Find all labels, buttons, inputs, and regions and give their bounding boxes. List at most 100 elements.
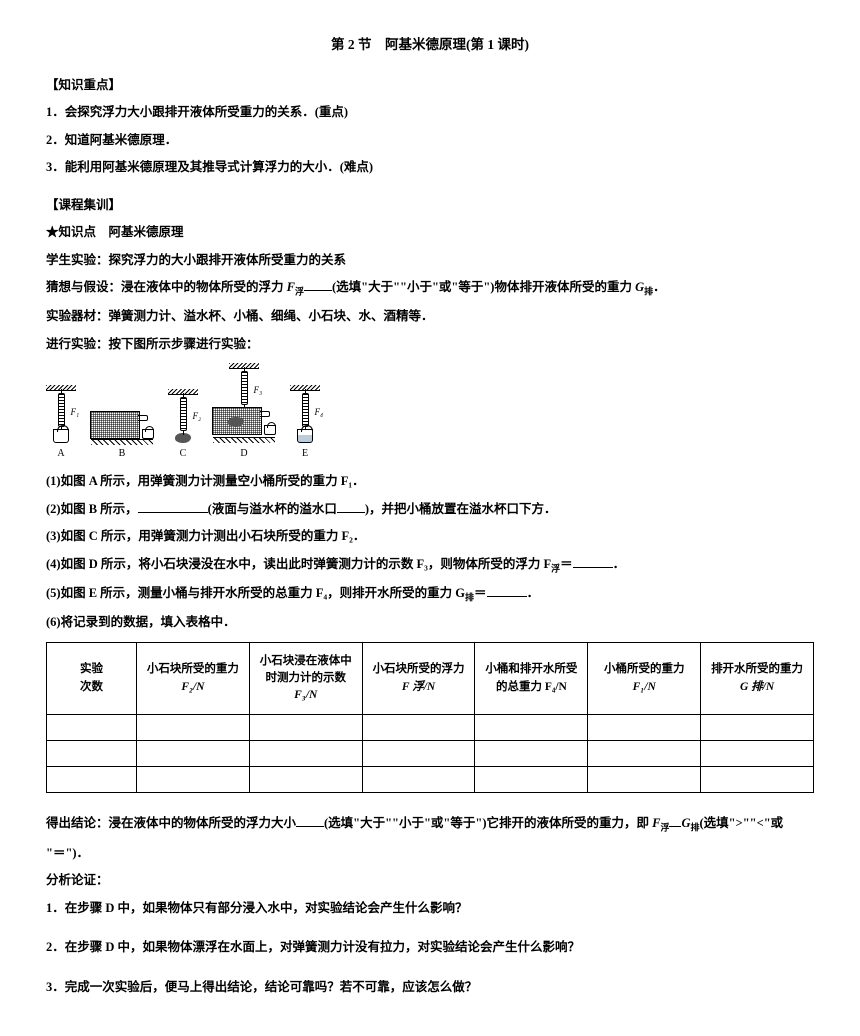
cell[interactable]	[47, 741, 137, 767]
th-f2a: 小石块所受的重力	[147, 663, 239, 675]
spring-scale-icon: F₃	[241, 371, 248, 405]
conc-b: (选填"大于""小于"或"等于")它排开的液体所受的重力，即	[324, 816, 652, 830]
analysis-q3: 3．完成一次实验后，便马上得出结论，结论可靠吗？若不可靠，应该怎么做？	[46, 979, 814, 997]
blank-step5[interactable]	[487, 585, 527, 597]
conc-g: G	[681, 816, 690, 830]
cell[interactable]	[249, 715, 362, 741]
cell[interactable]	[588, 767, 701, 793]
table-header-row: 实验次数 小石块所受的重力F₂/N 小石块浸在液体中时测力计的示数F₃/N 小石…	[47, 642, 814, 715]
var-f-sub: 浮	[295, 287, 304, 297]
analysis-q2: 2．在步骤 D 中，如果物体漂浮在水面上，对弹簧测力计没有拉力，对实验结论会产生…	[46, 939, 814, 957]
cell[interactable]	[47, 715, 137, 741]
analysis-q1: 1．在步骤 D 中，如果物体只有部分浸入水中，对实验结论会产生什么影响？	[46, 900, 814, 918]
step-2a: (2)如图 B 所示，	[46, 502, 138, 516]
label-f1: F₁	[71, 406, 80, 419]
table-row	[47, 767, 814, 793]
student-exp: 学生实验：探究浮力的大小跟排开液体所受重力的关系	[46, 252, 814, 270]
letter-b: B	[119, 447, 126, 461]
step-4sub: 浮	[551, 563, 560, 573]
step-5: (5)如图 E 所示，测量小桶与排开水所受的总重力 F₄，则排开水所受的重力 G…	[46, 585, 814, 604]
blank-step2a[interactable]	[138, 501, 208, 513]
spring-scale-icon: F₁	[58, 393, 65, 427]
apparatus-d: F₃ D	[212, 363, 276, 461]
kp-1: 1．会探究浮力大小跟排开液体所受重力的关系．(重点)	[46, 104, 814, 122]
blank-conc-rel[interactable]	[669, 815, 681, 827]
conclusion: 得出结论：浸在液体中的物体所受的浮力大小 (选填"大于""小于"或"等于")它排开…	[46, 815, 814, 834]
small-bucket-icon	[264, 425, 276, 435]
page-title: 第 2 节 阿基米德原理(第 1 课时)	[46, 36, 814, 55]
bucket-with-water-icon	[297, 429, 313, 443]
step-5eq: ＝	[474, 586, 487, 600]
cell[interactable]	[47, 767, 137, 793]
table-icon	[213, 437, 275, 443]
th-exp-count: 实验次数	[47, 642, 137, 715]
th-fa: 小石块所受的浮力	[373, 663, 465, 675]
th-f4b: 的总重力 F₄/N	[496, 681, 567, 693]
th-ffloat: 小石块所受的浮力 F 浮/N	[362, 642, 475, 715]
kp-2: 2．知道阿基米德原理．	[46, 132, 814, 150]
cell[interactable]	[249, 767, 362, 793]
cell[interactable]	[362, 767, 475, 793]
cell[interactable]	[137, 715, 250, 741]
data-table: 实验次数 小石块所受的重力F₂/N 小石块浸在液体中时测力计的示数F₃/N 小石…	[46, 642, 814, 794]
th-f1b: F₁/N	[633, 681, 656, 693]
letter-d: D	[240, 447, 247, 461]
blank-step2b[interactable]	[337, 501, 365, 513]
conc-a: 得出结论：浸在液体中的物体所受的浮力大小	[46, 816, 296, 830]
hypothesis-b: (选填"大于""小于"或"等于")物体排开液体所受的重力	[332, 280, 635, 294]
cell[interactable]	[475, 715, 588, 741]
letter-c: C	[180, 447, 187, 461]
step-5sub: 排	[465, 593, 474, 603]
step-4: (4)如图 D 所示，将小石块浸没在水中，读出此时弹簧测力计的示数 F₃，则物体…	[46, 556, 814, 575]
th-f4a: 小桶和排开水所受	[485, 663, 577, 675]
blank-step4[interactable]	[573, 556, 613, 568]
small-bucket-icon	[142, 429, 154, 439]
cell[interactable]	[701, 767, 814, 793]
th-gpai: 排开水所受的重力G 排/N	[701, 642, 814, 715]
blank-conc1[interactable]	[296, 815, 324, 827]
equipment: 实验器材：弹簧测力计、溢水杯、小桶、细绳、小石块、水、酒精等．	[46, 308, 814, 326]
th-f2: 小石块所受的重力F₂/N	[137, 642, 250, 715]
cell[interactable]	[249, 741, 362, 767]
analysis-heading: 分析论证：	[46, 872, 814, 890]
cell[interactable]	[588, 715, 701, 741]
th-exp-b: 次数	[80, 681, 103, 693]
label-f2: F₂	[193, 410, 202, 423]
letter-e: E	[302, 447, 308, 461]
th-fb: F 浮/N	[402, 681, 435, 693]
overflow-can-icon	[90, 411, 140, 439]
step-2: (2)如图 B 所示， (液面与溢水杯的溢水口 )，并把小桶放置在溢水杯口下方．	[46, 501, 814, 519]
cell[interactable]	[362, 741, 475, 767]
cell[interactable]	[137, 767, 250, 793]
th-f1a: 小桶所受的重力	[604, 663, 685, 675]
step-2c: )，并把小桶放置在溢水杯口下方．	[365, 502, 557, 516]
heading-knowledge: 【知识重点】	[46, 77, 814, 95]
spring-scale-icon: F₄	[302, 393, 309, 427]
blank-hypothesis[interactable]	[304, 279, 332, 291]
cell[interactable]	[362, 715, 475, 741]
star-point: ★知识点 阿基米德原理	[46, 224, 814, 242]
label-f4: F₄	[315, 406, 324, 419]
cell[interactable]	[475, 741, 588, 767]
cell[interactable]	[588, 741, 701, 767]
cell[interactable]	[701, 741, 814, 767]
conc-gsub: 排	[691, 823, 700, 833]
cell[interactable]	[137, 741, 250, 767]
th-f1: 小桶所受的重力 F₁/N	[588, 642, 701, 715]
letter-a: A	[57, 447, 64, 461]
kp-3: 3．能利用阿基米德原理及其推导式计算浮力的大小．(难点)	[46, 159, 814, 177]
th-f3: 小石块浸在液体中时测力计的示数F₃/N	[249, 642, 362, 715]
label-f3: F₃	[254, 384, 263, 397]
th-f3a: 小石块浸在液体中	[260, 655, 352, 667]
step-2b: (液面与溢水杯的溢水口	[208, 502, 337, 516]
th-f4: 小桶和排开水所受的总重力 F₄/N	[475, 642, 588, 715]
cell[interactable]	[701, 715, 814, 741]
var-g-sub: 排	[644, 287, 653, 297]
th-gb: G 排/N	[740, 681, 774, 693]
var-f: F	[287, 280, 295, 294]
apparatus-e: F₄ E	[290, 385, 320, 461]
heading-training: 【课程集训】	[46, 197, 814, 215]
cell[interactable]	[475, 767, 588, 793]
step-5end: ．	[527, 586, 540, 600]
apparatus-a: F₁ A	[46, 385, 76, 461]
